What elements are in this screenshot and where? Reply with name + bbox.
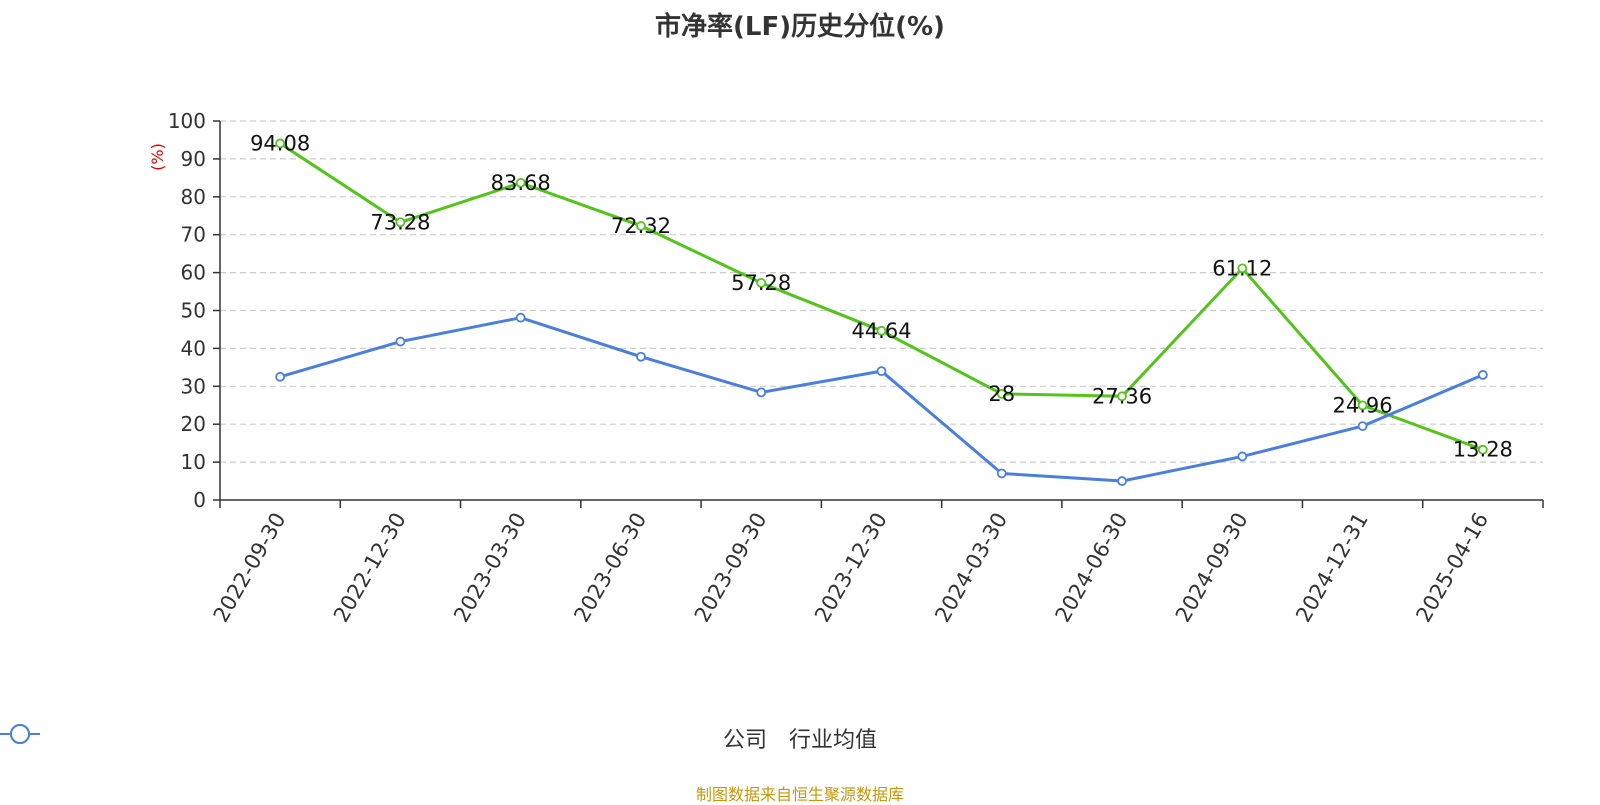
data-label-company: 24.96 bbox=[1333, 393, 1393, 417]
x-tick-label: 2024-03-30 bbox=[930, 509, 1012, 627]
data-point-industry bbox=[395, 336, 406, 347]
legend-label-company: 公司 bbox=[722, 728, 767, 753]
data-point-company bbox=[636, 221, 646, 231]
data-point-company bbox=[395, 217, 406, 228]
x-tick-label: 2023-12-30 bbox=[810, 509, 892, 627]
x-tick-label: 2025-04-16 bbox=[1411, 509, 1493, 627]
data-label-company: 28 bbox=[988, 382, 1015, 406]
data-label-company: 83.68 bbox=[491, 171, 551, 195]
y-tick-label: 10 bbox=[181, 450, 206, 474]
data-point-industry bbox=[275, 371, 286, 382]
x-tick-label: 2022-12-30 bbox=[329, 509, 411, 627]
data-point-industry bbox=[1477, 370, 1488, 380]
data-point-industry bbox=[636, 351, 646, 362]
data-point-industry bbox=[1237, 451, 1248, 462]
data-point-industry bbox=[515, 312, 526, 323]
x-tick-label: 2024-09-30 bbox=[1171, 509, 1253, 627]
data-label-company: 44.64 bbox=[851, 319, 911, 343]
legend: 公司 行业均值 bbox=[0, 722, 1600, 754]
y-tick-label: 0 bbox=[193, 488, 206, 512]
data-label-company: 27.36 bbox=[1092, 384, 1152, 408]
data-point-industry bbox=[1357, 421, 1368, 431]
x-tick-label: 2024-12-31 bbox=[1291, 509, 1373, 627]
data-label-company: 57.28 bbox=[731, 271, 791, 295]
data-label-company: 72.32 bbox=[611, 214, 671, 238]
data-label-company: 73.28 bbox=[370, 210, 430, 234]
x-tick-label: 2024-06-30 bbox=[1051, 509, 1133, 627]
legend-item-industry[interactable]: 行业均值 bbox=[0, 722, 878, 754]
y-tick-label: 70 bbox=[181, 223, 206, 247]
data-point-industry bbox=[876, 366, 887, 377]
source-note: 制图数据来自恒生聚源数据库 bbox=[695, 785, 904, 804]
series-line-company bbox=[279, 142, 1484, 452]
y-tick-label: 50 bbox=[181, 299, 206, 323]
data-point-industry bbox=[1117, 476, 1127, 486]
y-axis-label: (%) bbox=[148, 143, 167, 171]
y-tick-label: 100 bbox=[168, 109, 206, 133]
data-point-company bbox=[515, 177, 526, 188]
data-label-company: 94.08 bbox=[250, 131, 310, 155]
data-point-company bbox=[756, 278, 767, 288]
y-tick-label: 90 bbox=[181, 147, 206, 171]
data-label-company: 13.28 bbox=[1453, 438, 1513, 462]
y-tick-label: 60 bbox=[181, 261, 206, 285]
data-point-company bbox=[1237, 263, 1248, 274]
chart-title: 市净率(LF)历史分位(%) bbox=[655, 12, 945, 42]
x-tick-label: 2022-09-30 bbox=[209, 509, 291, 627]
x-tick-label: 2023-09-30 bbox=[690, 509, 772, 627]
data-point-company bbox=[1117, 391, 1127, 402]
data-point-company bbox=[996, 388, 1007, 399]
data-point-industry bbox=[996, 468, 1007, 479]
x-tick-label: 2023-03-30 bbox=[449, 509, 531, 627]
data-point-company bbox=[1357, 400, 1368, 411]
legend-item-company[interactable]: 公司 bbox=[0, 722, 767, 754]
data-point-company bbox=[1477, 444, 1488, 455]
x-tick-label: 2023-06-30 bbox=[569, 509, 651, 627]
data-point-company bbox=[275, 138, 286, 149]
data-point-company bbox=[876, 325, 887, 336]
y-tick-label: 30 bbox=[181, 374, 206, 398]
y-tick-label: 40 bbox=[181, 336, 206, 360]
data-label-company: 61.12 bbox=[1212, 256, 1272, 280]
y-tick-label: 20 bbox=[181, 412, 206, 436]
data-point-industry bbox=[756, 387, 767, 398]
y-tick-label: 80 bbox=[181, 185, 206, 209]
legend-marker-industry-icon bbox=[0, 724, 40, 744]
legend-label-industry: 行业均值 bbox=[789, 728, 878, 753]
